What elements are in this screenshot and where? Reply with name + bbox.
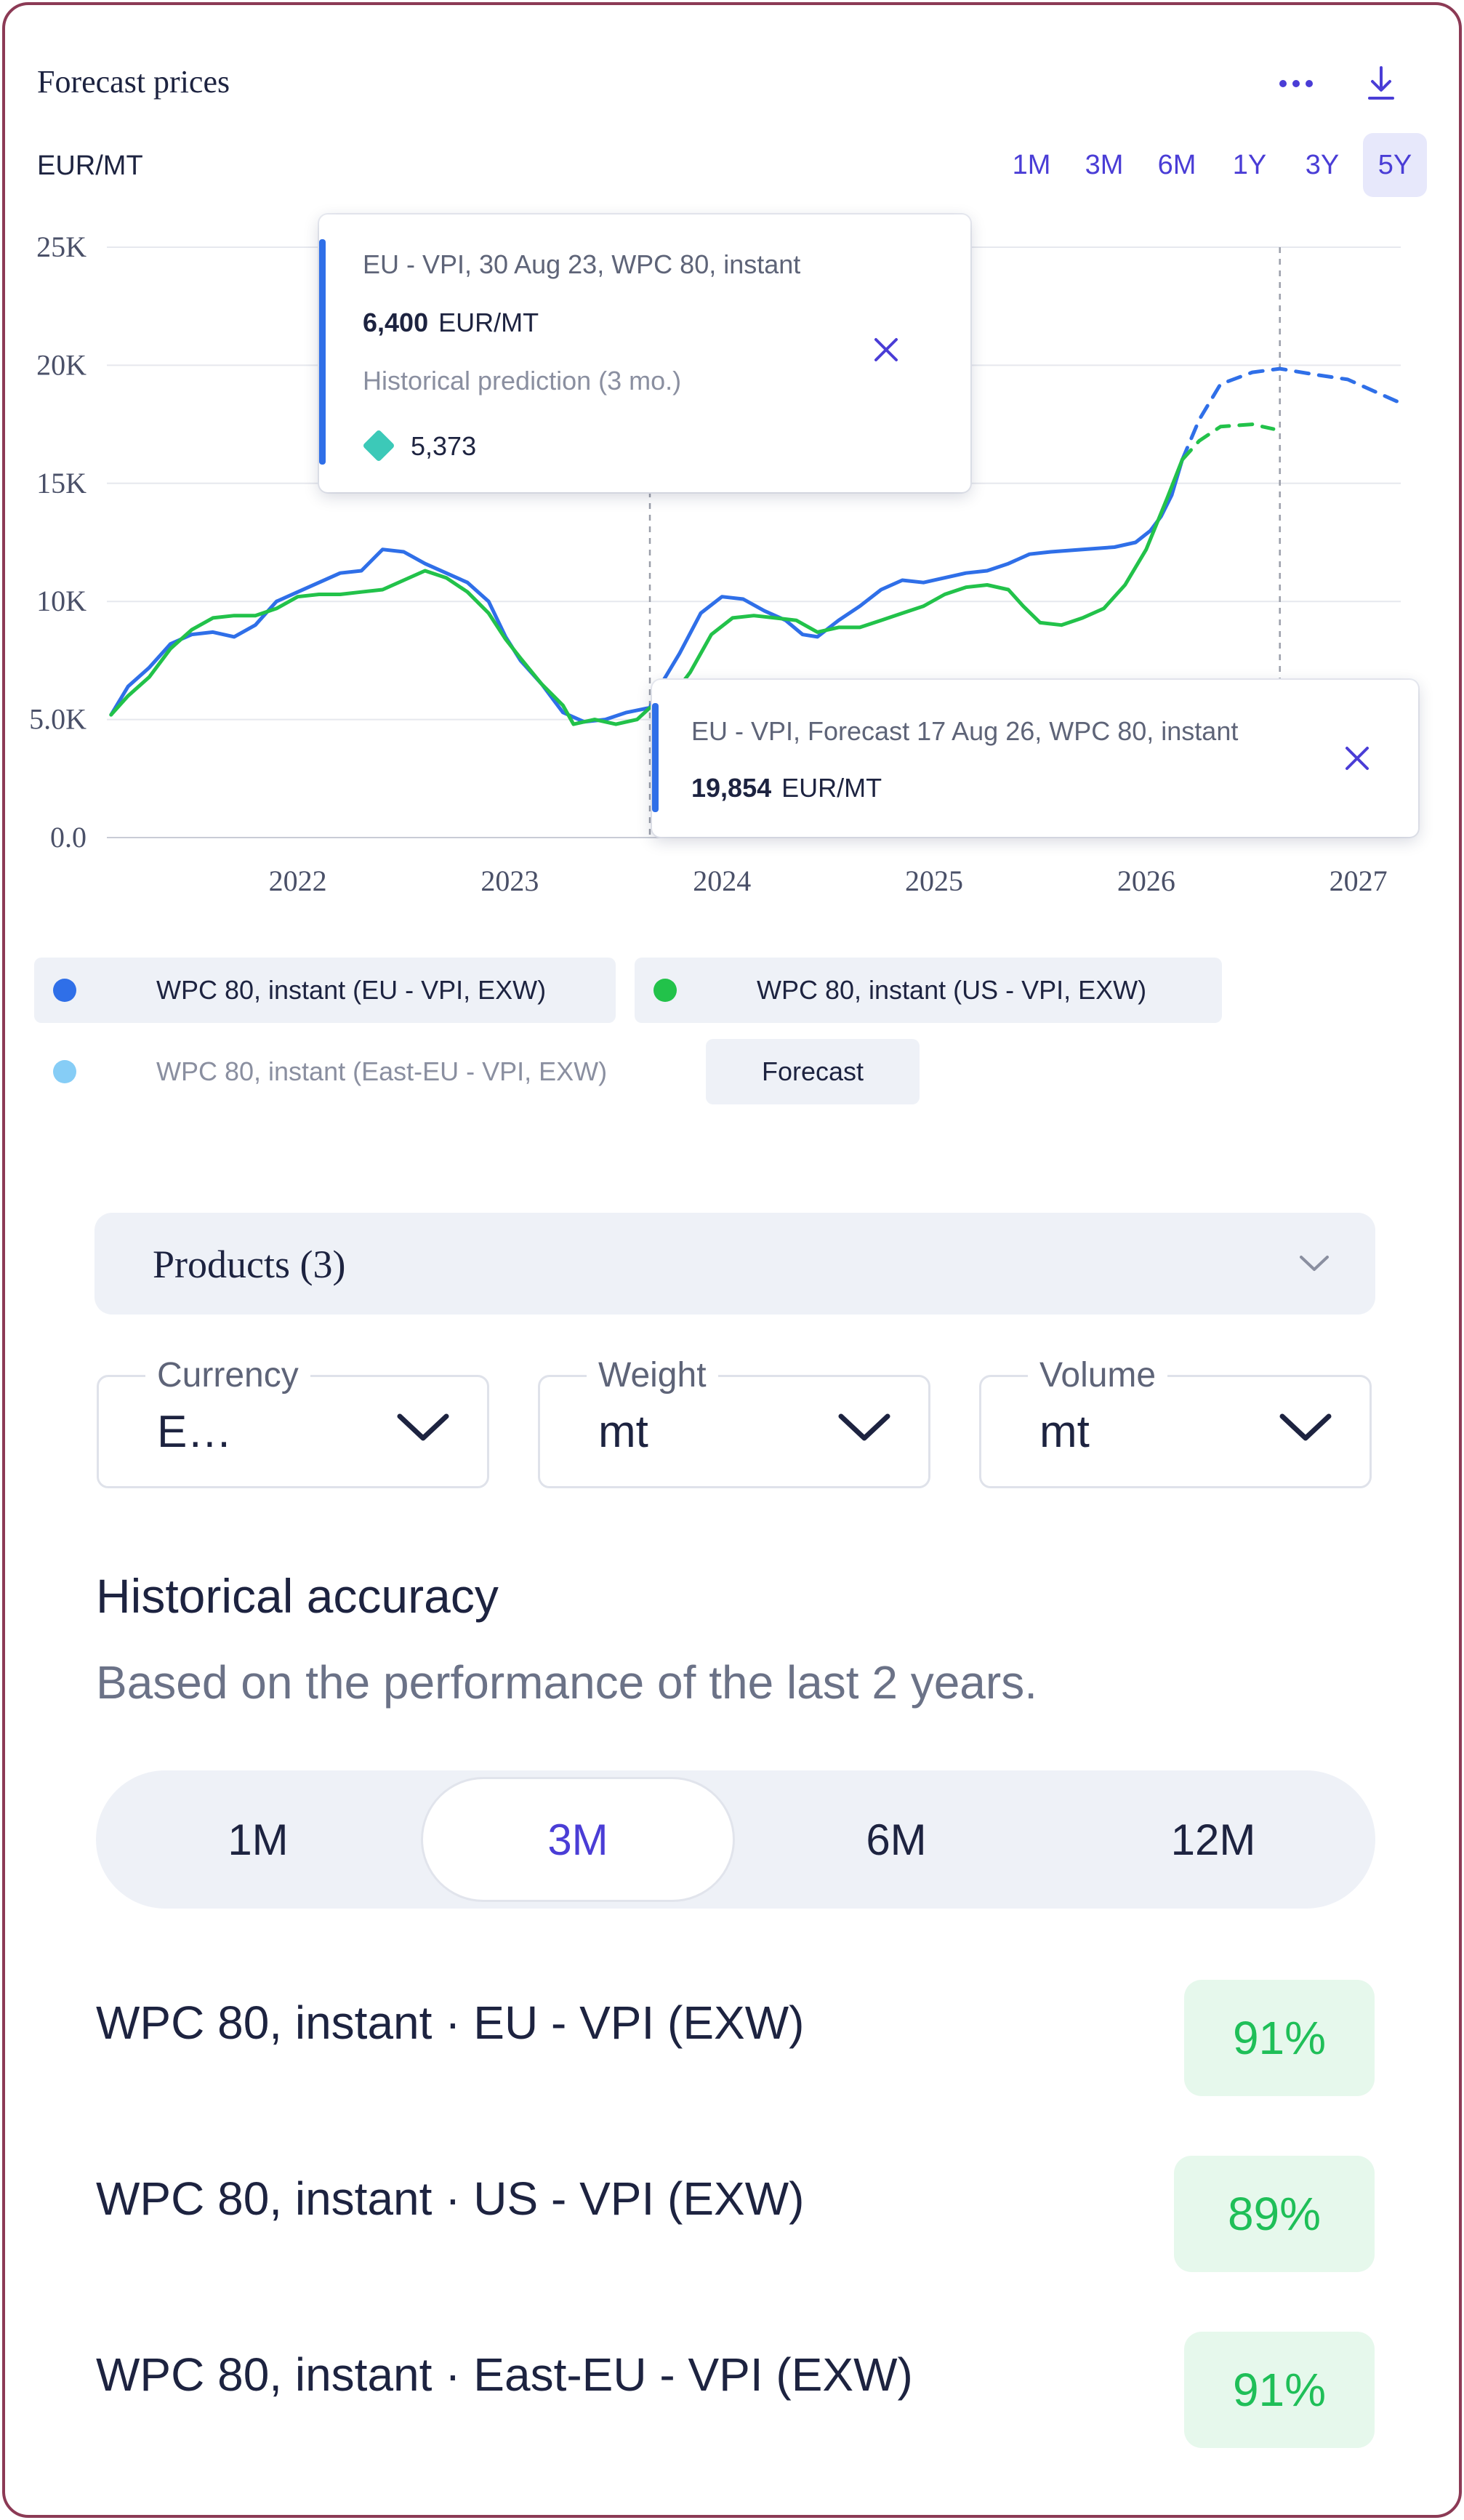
accuracy-period-selector: 1M 3M 6M 12M (96, 1770, 1375, 1909)
tooltip-value: 6,400 EUR/MT (363, 308, 539, 338)
weight-label: Weight (587, 1355, 718, 1395)
range-6m-button[interactable]: 6M (1157, 149, 1196, 180)
x-tick-label: 2022 (269, 864, 327, 897)
period-3m-button[interactable]: 3M (423, 1779, 733, 1900)
accuracy-title: Historical accuracy (96, 1569, 499, 1623)
forecast-tooltip: EU - VPI, Forecast 17 Aug 26, WPC 80, in… (652, 680, 1418, 837)
series-line-3 (1180, 422, 1276, 462)
accuracy-badge: 91% (1184, 1980, 1375, 2096)
y-tick-label: 5.0K (29, 703, 87, 736)
tooltip-value-number: 19,854 (691, 773, 772, 803)
currency-label: Currency (145, 1355, 310, 1395)
tooltip-value: 19,854 EUR/MT (691, 773, 882, 803)
more-dots-icon (1279, 80, 1313, 87)
x-tick-label: 2027 (1330, 864, 1388, 897)
y-tick-label: 25K (36, 230, 87, 263)
y-tick-label: 15K (36, 467, 87, 499)
close-icon (1346, 747, 1369, 770)
accuracy-badge: 91% (1184, 2332, 1375, 2448)
range-3y-button[interactable]: 3Y (1305, 149, 1340, 180)
prediction-diamond-icon (363, 430, 394, 461)
series-line-1 (109, 457, 1184, 726)
tooltip-value-unit: EUR/MT (438, 308, 539, 337)
legend-dot-east-eu (53, 1060, 76, 1083)
time-range-selector: 1M 3M 6M 1Y 3Y 5Y (1000, 133, 1427, 197)
accuracy-row-label: WPC 80, instant · EU - VPI (EXW) (96, 1997, 805, 2049)
range-3m-button[interactable]: 3M (1085, 149, 1124, 180)
range-1y-button[interactable]: 1Y (1232, 149, 1267, 180)
card-title: Forecast prices (37, 64, 230, 100)
x-tick-label: 2025 (905, 864, 963, 897)
range-1m-button[interactable]: 1M (1012, 149, 1051, 180)
legend-item-forecast[interactable]: Forecast (706, 1039, 920, 1104)
products-label: Products (3) (153, 1243, 346, 1286)
legend-label-us: WPC 80, instant (US - VPI, EXW) (757, 975, 1147, 1005)
close-icon (874, 338, 898, 361)
range-5y-button[interactable]: 5Y (1363, 133, 1427, 197)
legend-label-east-eu: WPC 80, instant (East-EU - VPI, EXW) (156, 1056, 608, 1086)
legend-dot-eu (53, 979, 76, 1002)
download-icon (1368, 66, 1394, 100)
tooltip-title: EU - VPI, 30 Aug 23, WPC 80, instant (363, 249, 801, 279)
accuracy-row-label: WPC 80, instant · East-EU - VPI (EXW) (96, 2348, 913, 2401)
legend-item-eu[interactable]: WPC 80, instant (EU - VPI, EXW) (34, 958, 616, 1023)
currency-select[interactable]: Currency E… (97, 1355, 489, 1488)
legend-label-forecast: Forecast (761, 1056, 864, 1086)
x-tick-label: 2024 (693, 864, 751, 897)
tooltip-value-unit: EUR/MT (781, 773, 882, 803)
currency-value: E… (157, 1407, 233, 1457)
price-chart[interactable]: 25K 20K 15K 10K 5.0K 0.0 2022 2023 2024 2025 2026 2… (5, 201, 1459, 907)
chevron-down-icon (1279, 1413, 1332, 1441)
chevron-down-icon (397, 1413, 449, 1441)
tooltip-prediction-label: Historical prediction (3 mo.) (363, 366, 682, 396)
y-tick-label: 10K (36, 585, 87, 617)
volume-label: Volume (1028, 1355, 1168, 1395)
series-line-2 (1180, 366, 1403, 462)
download-button[interactable] (1356, 58, 1407, 109)
close-historical-tooltip-button[interactable] (864, 328, 908, 372)
historical-tooltip: EU - VPI, 30 Aug 23, WPC 80, instant 6,4… (319, 214, 970, 492)
tooltip-accent-bar (652, 703, 659, 812)
y-tick-label: 20K (36, 348, 87, 381)
chevron-down-icon (838, 1413, 890, 1441)
weight-value: mt (598, 1407, 648, 1457)
chevron-down-icon (1300, 1256, 1329, 1271)
period-12m-button[interactable]: 12M (1170, 1815, 1256, 1864)
x-tick-label: 2026 (1117, 864, 1175, 897)
accuracy-row-label: WPC 80, instant · US - VPI (EXW) (96, 2172, 805, 2225)
accuracy-badge: 89% (1174, 2156, 1375, 2272)
y-tick-label: 0.0 (50, 821, 87, 854)
volume-select[interactable]: Volume mt (979, 1355, 1372, 1488)
tooltip-title: EU - VPI, Forecast 17 Aug 26, WPC 80, in… (691, 716, 1239, 746)
period-6m-button[interactable]: 6M (866, 1815, 927, 1864)
more-options-button[interactable] (1271, 58, 1322, 109)
close-forecast-tooltip-button[interactable] (1335, 737, 1379, 780)
period-1m-button[interactable]: 1M (228, 1815, 289, 1864)
tooltip-value-number: 6,400 (363, 308, 429, 337)
price-unit-label: EUR/MT (37, 151, 143, 181)
legend-item-us[interactable]: WPC 80, instant (US - VPI, EXW) (635, 958, 1222, 1023)
accuracy-subtitle: Based on the performance of the last 2 y… (96, 1656, 1037, 1709)
legend-dot-us (653, 979, 677, 1002)
volume-value: mt (1039, 1407, 1090, 1457)
tooltip-accent-bar (319, 239, 326, 465)
products-dropdown[interactable]: Products (3) (94, 1213, 1375, 1315)
weight-select[interactable]: Weight mt (538, 1355, 930, 1488)
tooltip-prediction-value: 5,373 (411, 431, 477, 461)
legend-label-eu: WPC 80, instant (EU - VPI, EXW) (156, 975, 547, 1005)
x-tick-label: 2023 (480, 864, 539, 897)
legend-item-east-eu[interactable]: WPC 80, instant (East-EU - VPI, EXW) (34, 1039, 688, 1104)
